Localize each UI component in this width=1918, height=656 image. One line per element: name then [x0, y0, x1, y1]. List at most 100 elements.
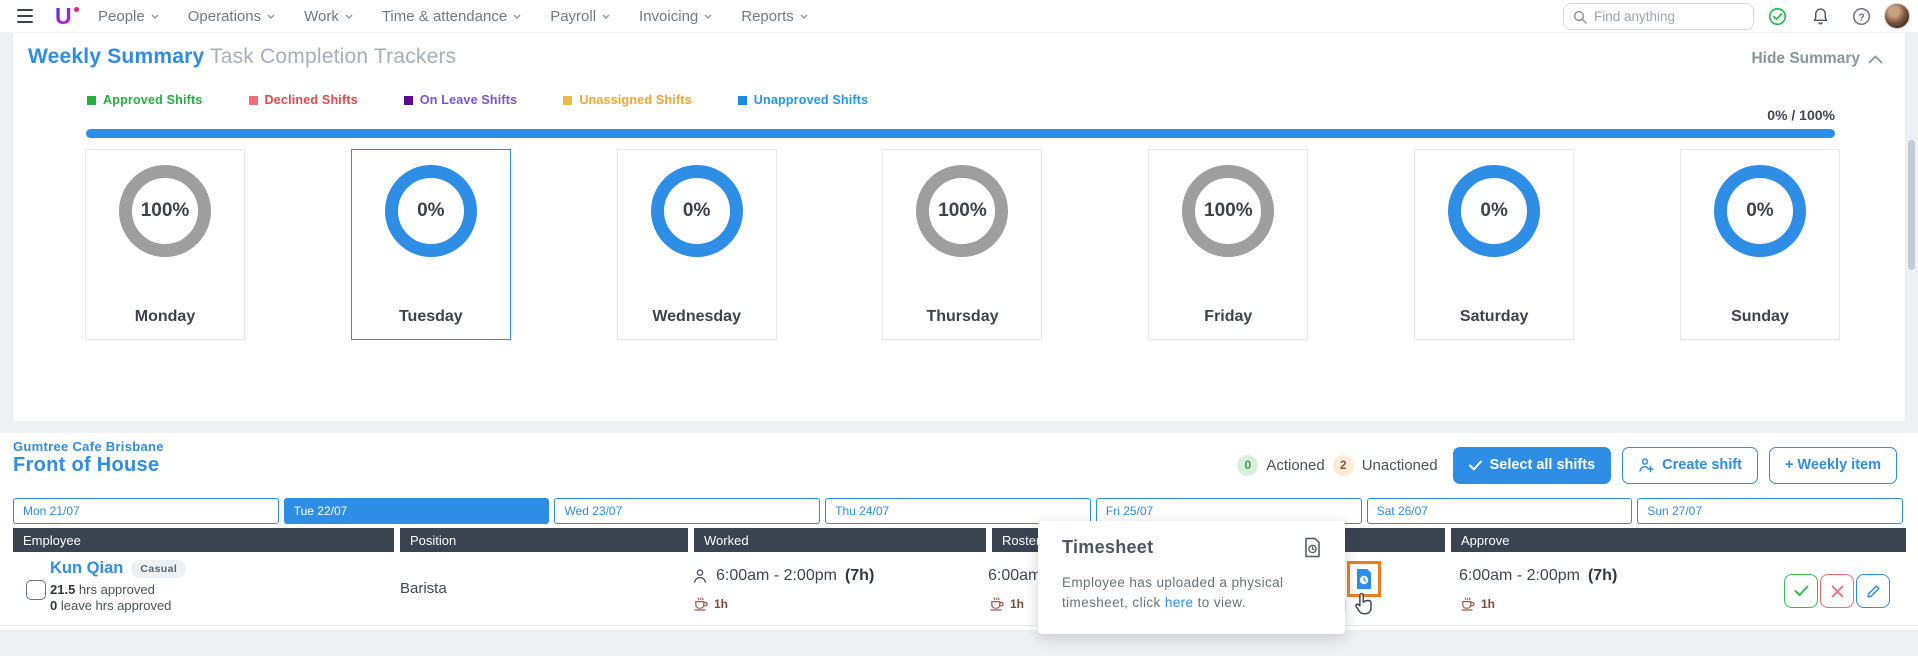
create-shift-button[interactable]: Create shift [1622, 446, 1758, 484]
day-card-monday[interactable]: 100% Monday [85, 149, 245, 340]
nav-item-label: Time & attendance [381, 8, 508, 25]
search-input[interactable] [1594, 9, 1734, 24]
nav-item-work[interactable]: Work [304, 8, 353, 25]
completion-ring: 100% [119, 165, 211, 257]
legend-swatch [248, 95, 258, 105]
status-check-icon[interactable] [1768, 7, 1787, 26]
day-card-friday[interactable]: 100% Friday [1148, 149, 1309, 340]
nav-item-operations[interactable]: Operations [188, 8, 275, 25]
date-tab-sun[interactable]: Sun 27/07 [1637, 498, 1904, 524]
check-icon [1468, 460, 1482, 470]
chevron-down-icon [267, 14, 275, 19]
actioned-label: Actioned [1266, 456, 1325, 474]
location-name[interactable]: Gumtree Cafe Brisbane [13, 439, 164, 454]
page-scrollbar-thumb[interactable] [1908, 140, 1915, 270]
day-label: Friday [1204, 308, 1253, 325]
team-name[interactable]: Front of House [13, 454, 160, 476]
app-logo[interactable]: U [55, 3, 81, 29]
column-header-employee: Employee [13, 528, 394, 552]
rostered-break-duration: 1h [1010, 597, 1025, 611]
legend-declined-shifts: Declined Shifts [248, 93, 358, 107]
svg-text:?: ? [1858, 12, 1864, 23]
chevron-down-icon [513, 14, 521, 19]
row-action-buttons [1784, 574, 1890, 608]
legend-label: Declined Shifts [264, 93, 358, 107]
worked-break: 1h [694, 597, 728, 611]
date-tab-fri[interactable]: Fri 25/07 [1095, 498, 1362, 524]
nav-item-people[interactable]: People [98, 8, 159, 25]
user-avatar[interactable] [1884, 3, 1910, 29]
nav-item-invoicing[interactable]: Invoicing [639, 8, 712, 25]
weekly-item-button[interactable]: + Weekly item [1768, 446, 1897, 484]
day-card-saturday[interactable]: 0% Saturday [1414, 149, 1575, 340]
legend-swatch [87, 95, 96, 105]
employee-name-link[interactable]: Kun Qian [50, 559, 124, 577]
column-header-worked: Worked [694, 528, 986, 552]
date-tab-label: Mon 21/07 [23, 504, 80, 518]
nav-item-label: People [98, 8, 145, 25]
create-shift-label: Create shift [1662, 457, 1742, 473]
date-tab-thu[interactable]: Thu 24/07 [825, 498, 1091, 524]
pencil-icon [1866, 584, 1880, 598]
summary-title: Weekly Summary Task Completion Trackers [28, 45, 456, 69]
legend-label: Approved Shifts [103, 93, 203, 107]
day-card-sunday[interactable]: 0% Sunday [1679, 149, 1840, 340]
completion-percent: 100% [1204, 200, 1253, 221]
hand-cursor [1355, 592, 1372, 615]
nav-item-time-attendance[interactable]: Time & attendance [382, 8, 521, 25]
notifications-bell-icon[interactable] [1811, 7, 1830, 26]
week-progress-bar [86, 129, 1835, 138]
day-label: Tuesday [398, 308, 463, 325]
completion-percent: 0% [682, 200, 711, 221]
date-tab-sat[interactable]: Sat 26/07 [1366, 498, 1633, 524]
timesheet-tooltip: Timesheet Employee has uploaded a physic… [1038, 521, 1345, 634]
completion-ring: 100% [1182, 165, 1275, 257]
day-card-tuesday[interactable]: 0% Tuesday [350, 149, 511, 340]
date-tab-wed[interactable]: Wed 23/07 [554, 498, 821, 524]
date-tab-label: Wed 23/07 [564, 504, 623, 518]
check-icon [1794, 585, 1808, 597]
approve-duration: (7h) [1587, 567, 1618, 584]
timesheet-attachment-button[interactable] [1347, 561, 1381, 597]
date-tab-mon[interactable]: Mon 21/07 [13, 498, 279, 524]
approve-shift-button[interactable] [1784, 574, 1818, 608]
chevron-down-icon [345, 14, 353, 19]
approve-break-duration: 1h [1481, 597, 1496, 611]
date-tab-label: Thu 24/07 [835, 504, 890, 518]
x-icon [1831, 585, 1843, 597]
summary-title-main: Weekly Summary [28, 45, 205, 68]
actioned-badges: 0 Actioned 2 Unactioned [1237, 454, 1438, 476]
row-checkbox[interactable] [26, 580, 46, 600]
add-person-icon [1639, 458, 1654, 473]
day-card-thursday[interactable]: 100% Thursday [882, 149, 1043, 340]
legend-unassigned-shifts: Unassigned Shifts [563, 93, 692, 107]
hide-summary-button[interactable]: Hide Summary [1751, 50, 1883, 68]
legend-swatch [563, 95, 573, 105]
select-all-shifts-button[interactable]: Select all shifts [1452, 446, 1612, 484]
nav-item-payroll[interactable]: Payroll [550, 8, 610, 25]
shift-table-row: Kun Qian Casual 21.5 hrs approved 0 leav… [0, 556, 1918, 626]
leave-hours-text: 0 leave hrs approved [50, 598, 172, 613]
decline-shift-button[interactable] [1820, 574, 1854, 608]
date-tab-tue[interactable]: Tue 22/07 [283, 498, 550, 524]
worked-time-text: 6:00am - 2:00pm [716, 567, 837, 584]
weekly-summary-panel: Weekly Summary Task Completion Trackers … [12, 33, 1906, 422]
global-search[interactable] [1563, 3, 1754, 30]
tooltip-here-link[interactable]: here [1164, 595, 1194, 611]
completion-ring: 0% [1448, 165, 1541, 257]
help-icon[interactable]: ? [1852, 7, 1871, 26]
day-card-wednesday[interactable]: 0% Wednesday [616, 149, 777, 340]
date-tab-label: Fri 25/07 [1105, 504, 1154, 518]
week-progress-label: 0% / 100% [1767, 107, 1835, 123]
date-tab-label: Sun 27/07 [1647, 504, 1703, 518]
completion-percent: 100% [938, 200, 987, 221]
coffee-break-icon [990, 597, 1004, 611]
hamburger-menu-icon[interactable] [17, 9, 33, 23]
weekly-item-label: + Weekly item [1784, 457, 1881, 473]
legend-label: Unapproved Shifts [753, 93, 869, 107]
nav-item-reports[interactable]: Reports [741, 8, 808, 25]
roster-section: Gumtree Cafe Brisbane Front of House 0 A… [0, 433, 1918, 630]
edit-shift-button[interactable] [1856, 574, 1890, 608]
position-value: Barista [400, 580, 447, 597]
hours-approved-text: 21.5 hrs approved [50, 582, 155, 597]
